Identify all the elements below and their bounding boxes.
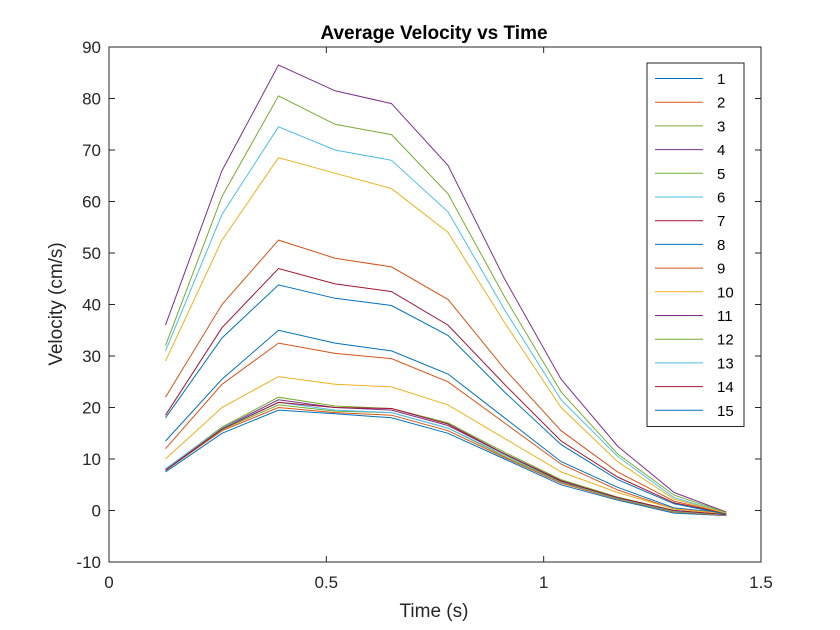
y-tick-label: 60	[82, 193, 101, 212]
series-line-15	[165, 284, 727, 515]
y-tick-label: 90	[82, 38, 101, 57]
series-line-7	[165, 401, 727, 516]
y-tick-label: 50	[82, 244, 101, 263]
legend-label: 10	[717, 284, 734, 301]
y-tick-label: 20	[82, 399, 101, 418]
series-line-12	[165, 95, 727, 514]
legend-label: 4	[717, 142, 725, 159]
x-tick-label: 1.5	[749, 573, 773, 592]
series-layer	[165, 64, 727, 517]
x-tick-label: 0	[104, 573, 113, 592]
legend-label: 2	[717, 95, 725, 112]
legend-label: 5	[717, 166, 725, 183]
legend-label: 8	[717, 237, 725, 254]
y-axis-title: Velocity (cm/s)	[46, 242, 67, 366]
legend-label: 12	[717, 332, 734, 349]
legend-label: 7	[717, 213, 725, 230]
y-tick-label: 80	[82, 90, 101, 109]
legend-label: 6	[717, 190, 725, 207]
series-line-16	[165, 239, 727, 514]
y-tick-label: 40	[82, 296, 101, 315]
legend-label: 15	[717, 403, 734, 420]
legend-label: 3	[717, 118, 725, 135]
legend-label: 13	[717, 355, 734, 372]
y-tick-label: 10	[82, 450, 101, 469]
series-line-10	[165, 376, 727, 515]
series-line-8	[165, 329, 727, 514]
series-line-11	[165, 64, 727, 513]
y-tick-label: 70	[82, 141, 101, 160]
series-line-13	[165, 126, 727, 514]
x-tick-label: 1	[539, 573, 548, 592]
legend-label: 14	[717, 379, 734, 396]
chart-title: Average Velocity vs Time	[320, 23, 547, 44]
y-tick-label: 30	[82, 347, 101, 366]
series-line-17	[165, 157, 727, 514]
y-tick-label: -10	[76, 553, 101, 572]
x-tick-label: 0.5	[315, 573, 339, 592]
legend-label: 9	[717, 261, 725, 278]
series-line-9	[165, 342, 727, 514]
series-line-1	[165, 409, 727, 517]
legend-label: 1	[717, 71, 725, 88]
legend-label: 11	[717, 308, 733, 325]
y-tick-label: 0	[92, 502, 101, 521]
x-axis-title: Time (s)	[400, 601, 469, 622]
series-line-14	[165, 267, 727, 515]
